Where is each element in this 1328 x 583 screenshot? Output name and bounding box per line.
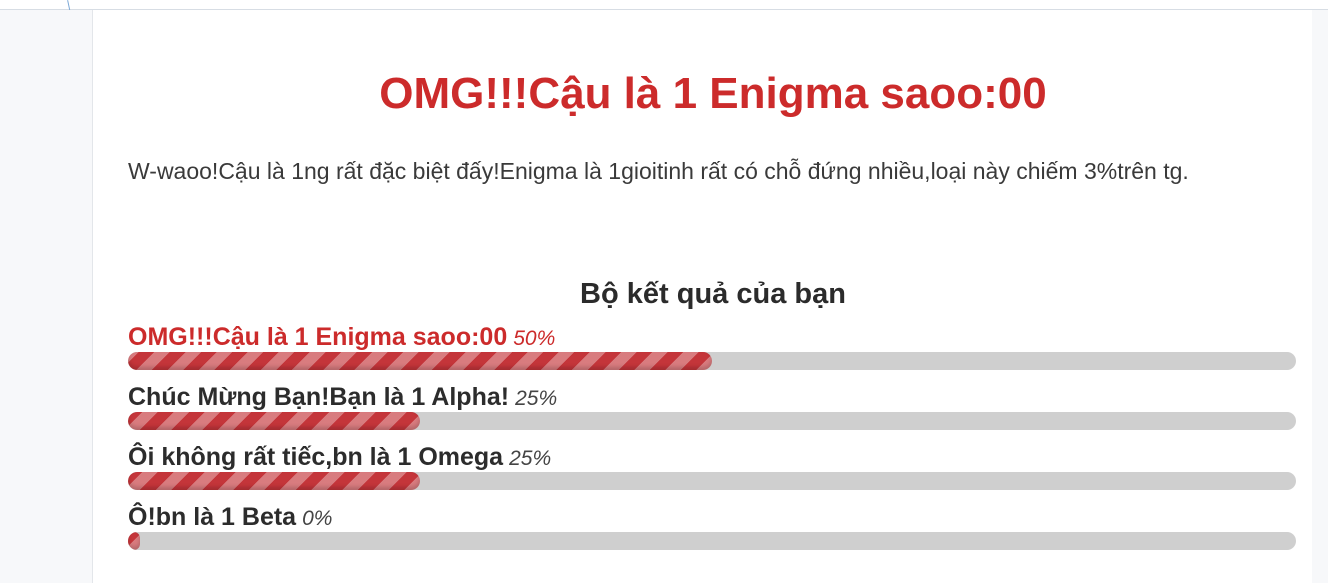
- left-border: [92, 10, 93, 583]
- result-row-alpha: Chúc Mừng Bạn!Bạn là 1 Alpha! 25%: [128, 382, 1296, 430]
- result-name: Ô!bn là 1 Beta: [128, 503, 297, 531]
- result-card: OMG!!!Cậu là 1 Enigma saoo:00 W-waoo!Cậu…: [93, 10, 1312, 583]
- progress-track: [128, 472, 1296, 490]
- result-row-label: Ôi không rất tiếc,bn là 1 Omega 25%: [128, 442, 1296, 474]
- result-description: W-waoo!Cậu là 1ng rất đặc biệt đấy!Enigm…: [128, 158, 1189, 184]
- progress-fill: [128, 412, 420, 430]
- progress-track: [128, 532, 1296, 550]
- result-percent: 25%: [509, 447, 552, 470]
- result-row-beta: Ô!bn là 1 Beta 0%: [128, 502, 1296, 550]
- right-gutter: [1312, 10, 1328, 583]
- result-row-label: Ô!bn là 1 Beta 0%: [128, 502, 1296, 534]
- progress-track: [128, 412, 1296, 430]
- result-row-label: Chúc Mừng Bạn!Bạn là 1 Alpha! 25%: [128, 382, 1296, 414]
- top-divider: [0, 9, 1328, 10]
- progress-fill: [128, 532, 140, 550]
- result-name: Ôi không rất tiếc,bn là 1 Omega: [128, 443, 504, 471]
- result-row-omega: Ôi không rất tiếc,bn là 1 Omega 25%: [128, 442, 1296, 490]
- result-title: OMG!!!Cậu là 1 Enigma saoo:00: [379, 69, 1047, 118]
- results-heading: Bộ kết quả của bạn: [580, 278, 846, 310]
- progress-track: [128, 352, 1296, 370]
- result-percent: 50%: [513, 327, 556, 350]
- result-percent: 0%: [302, 507, 333, 530]
- left-gutter: [0, 10, 92, 583]
- result-name: Chúc Mừng Bạn!Bạn là 1 Alpha!: [128, 383, 510, 411]
- result-row-enigma: OMG!!!Cậu là 1 Enigma saoo:00 50%: [128, 322, 1296, 370]
- progress-fill: [128, 352, 712, 370]
- result-percent: 25%: [515, 387, 558, 410]
- result-row-label: OMG!!!Cậu là 1 Enigma saoo:00 50%: [128, 322, 1296, 354]
- progress-fill: [128, 472, 420, 490]
- result-name: OMG!!!Cậu là 1 Enigma saoo:00: [128, 323, 508, 351]
